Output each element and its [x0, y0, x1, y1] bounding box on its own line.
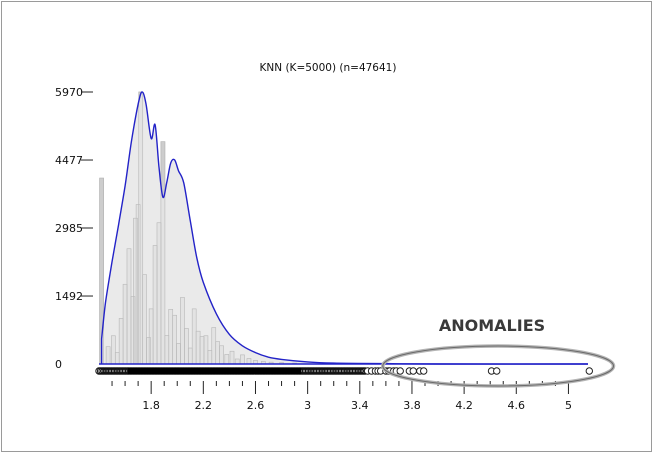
rug-outlier-point: [396, 367, 404, 375]
chart-title: KNN (K=5000) (n=47641): [260, 62, 397, 74]
x-axis: 1.8 2.2 2.6 3 3.4 3.8 4.2 4.6 5: [111, 381, 572, 412]
x-tick-label: 4.6: [508, 399, 526, 412]
x-tick-label: 2.6: [247, 399, 265, 412]
x-tick-label: 4.2: [455, 399, 473, 412]
x-tick-label: 3.4: [351, 399, 369, 412]
density-line: [100, 91, 589, 365]
density-area: [101, 91, 588, 365]
anomalies-annotation: ANOMALIES: [381, 316, 616, 388]
y-tick-label: 1492: [55, 290, 83, 303]
x-tick-label: 3: [304, 399, 311, 412]
rug-outlier-point: [493, 367, 501, 375]
y-axis: 0 1492 2985 4477 5970: [55, 86, 93, 371]
x-tick-label: 2.2: [195, 399, 213, 412]
x-tick-label: 5: [565, 399, 572, 412]
rug-outlier-point: [585, 367, 594, 375]
y-tick-label: 2985: [55, 222, 83, 235]
anomalies-label: ANOMALIES: [439, 316, 545, 335]
rug-dense-band: [127, 368, 302, 374]
x-tick-label: 1.8: [142, 399, 160, 412]
y-tick-label: 0: [55, 358, 62, 371]
rug-strip: [95, 367, 594, 375]
rug-outlier-point: [419, 367, 428, 375]
anomalies-ellipse-outline: [382, 345, 615, 387]
y-tick-label: 4477: [55, 154, 83, 167]
rug-outlier-point: [409, 367, 417, 375]
x-tick-label: 3.8: [403, 399, 421, 412]
y-tick-label: 5970: [55, 86, 83, 99]
